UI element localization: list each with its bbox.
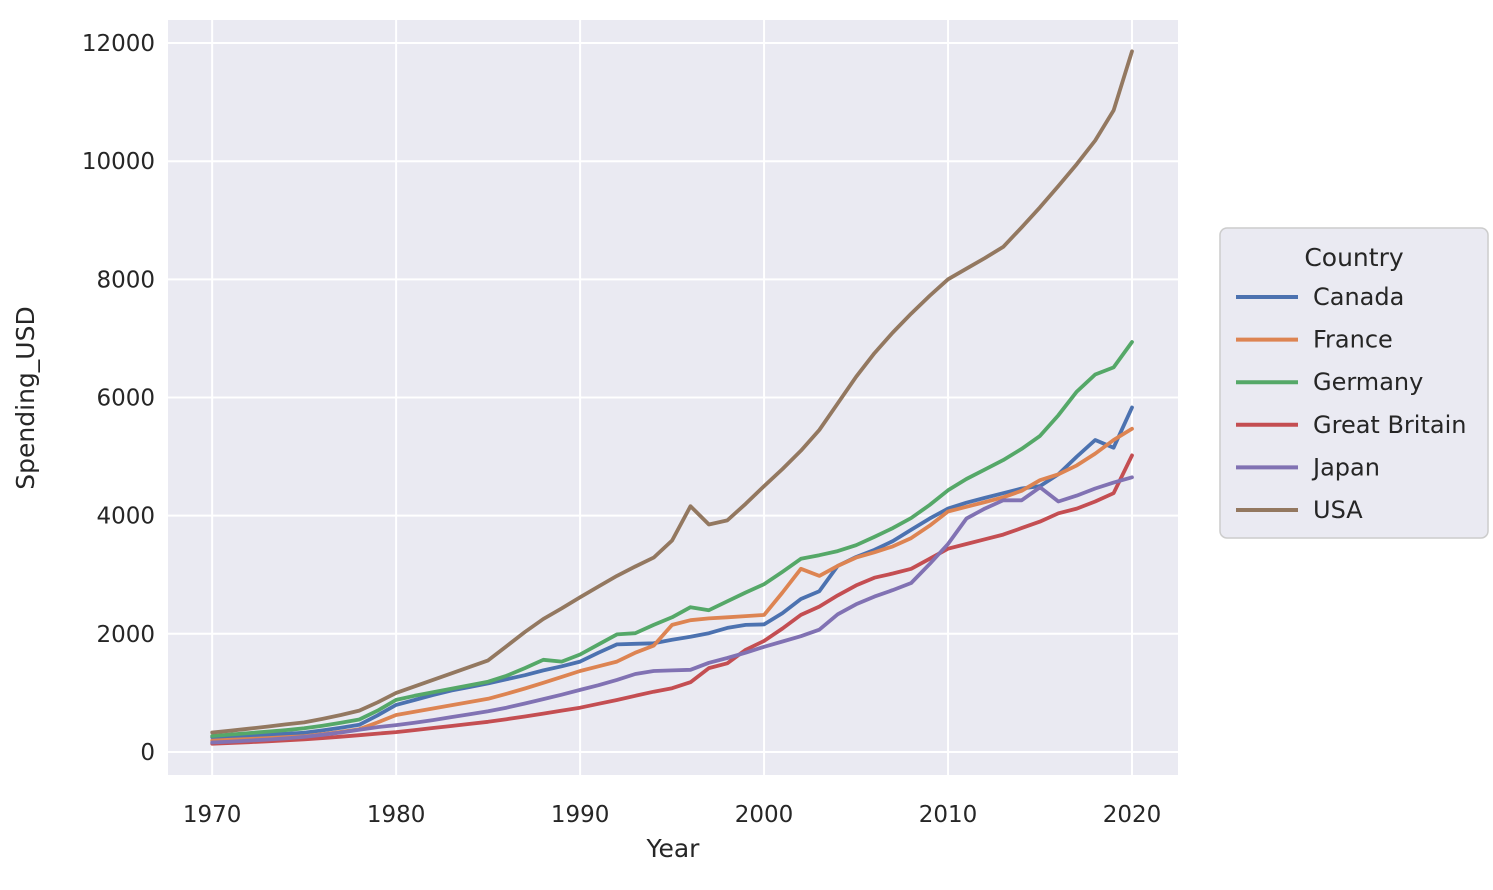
x-tick-label: 1990 [551, 802, 610, 828]
legend-item-usa: USA [1236, 496, 1363, 524]
series-line-usa [210, 49, 1134, 735]
legend-item-canada: Canada [1236, 283, 1404, 311]
gridlines [168, 20, 1178, 775]
legend-item-label: Canada [1313, 283, 1404, 311]
y-tick-label: 0 [140, 740, 155, 766]
x-tick-label: 2020 [1103, 802, 1162, 828]
x-tick-label: 2000 [735, 802, 794, 828]
y-tick-label: 8000 [96, 267, 155, 293]
y-tick-label: 4000 [96, 504, 155, 530]
legend-items: Canada France Germany Great Britain Japan USA [1236, 283, 1466, 524]
x-tick-label: 1980 [367, 802, 426, 828]
legend-item-great-britain: Great Britain [1236, 411, 1466, 439]
legend-box [1219, 227, 1489, 539]
legend-item-germany: Germany [1236, 368, 1423, 396]
legend-item-label: USA [1313, 496, 1363, 524]
y-tick-label: 6000 [96, 386, 155, 412]
x-tick-label: 2010 [919, 802, 978, 828]
y-axis-tick-labels: 0 2000 4000 6000 8000 10000 12000 [82, 31, 155, 766]
legend-item-label: Germany [1313, 368, 1423, 396]
legend: Country Canada France Germany Great Britain… [1219, 227, 1489, 539]
x-tick-label: 1970 [183, 802, 242, 828]
series-lines [210, 49, 1134, 746]
series-line-france [210, 426, 1134, 743]
y-tick-label: 10000 [82, 149, 155, 175]
legend-title: Country [1304, 243, 1404, 272]
series-line-great-britain [210, 453, 1134, 746]
legend-item-japan: Japan [1236, 453, 1380, 481]
legend-item-label: Great Britain [1313, 411, 1466, 439]
y-axis-label: Spending_USD [11, 306, 40, 489]
x-axis-tick-labels: 1970 1980 1990 2000 2010 2020 [183, 802, 1161, 828]
legend-item-label: Japan [1311, 453, 1380, 481]
y-tick-label: 2000 [96, 622, 155, 648]
series-line-canada [210, 405, 1134, 740]
x-axis-label: Year [646, 834, 701, 863]
series-line-germany [210, 340, 1134, 738]
y-tick-label: 12000 [82, 31, 155, 57]
legend-item-label: France [1313, 326, 1393, 354]
legend-item-france: France [1236, 326, 1393, 354]
series-line-japan [210, 475, 1134, 745]
